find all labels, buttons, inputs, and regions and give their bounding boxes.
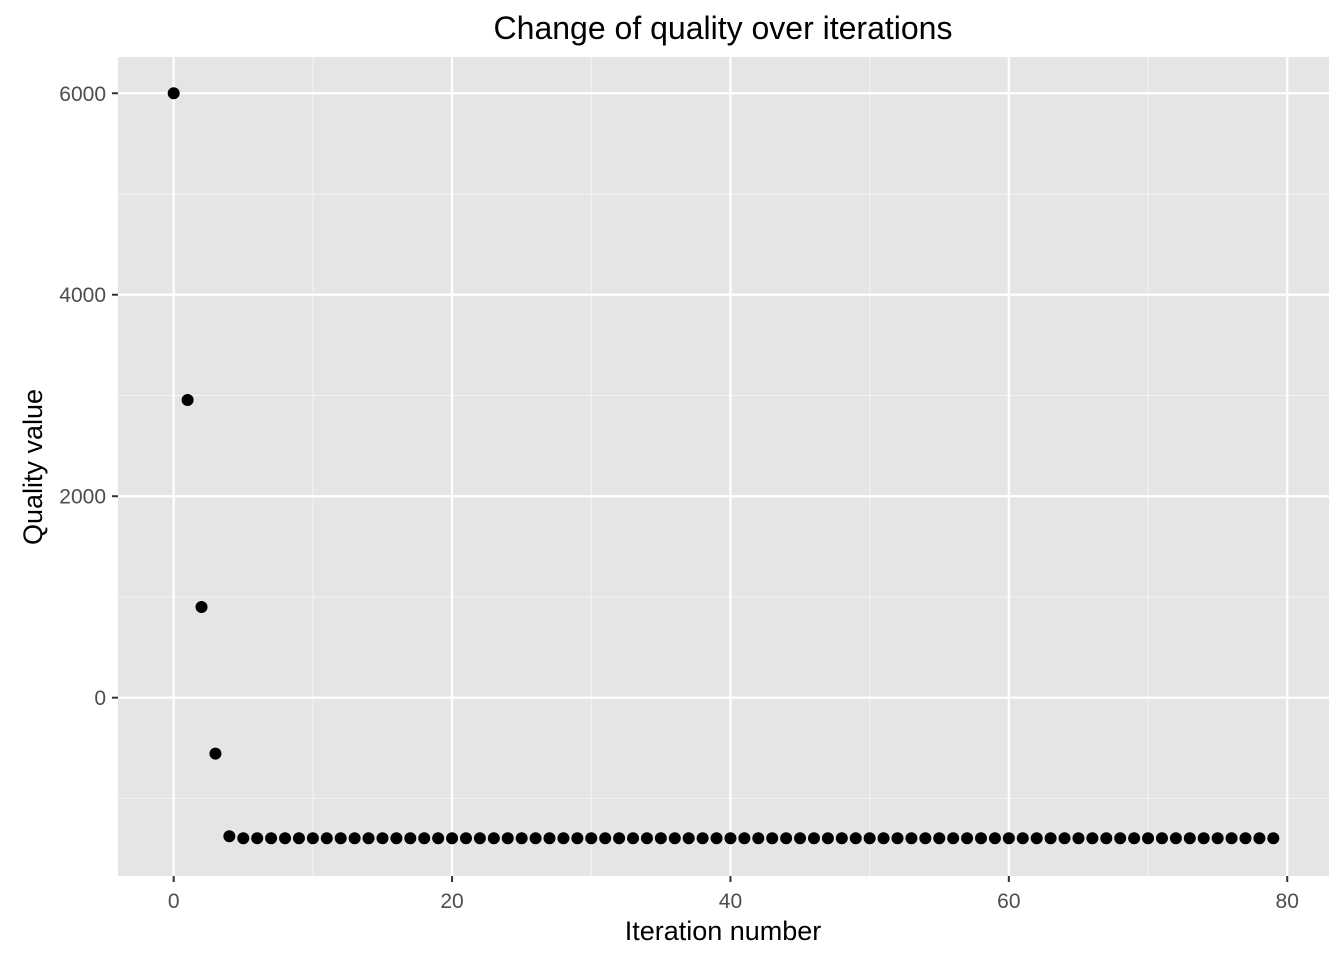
data-point: [919, 832, 932, 845]
data-point: [627, 832, 640, 845]
x-tick-label: 40: [719, 890, 742, 913]
data-point: [223, 830, 236, 843]
axes: 0 20 40 60 80 0 2000 4000 6000: [59, 83, 1299, 913]
y-tick-label: 4000: [59, 284, 106, 307]
data-point: [891, 832, 904, 845]
data-point: [1197, 832, 1210, 845]
data-point: [821, 832, 834, 845]
data-point: [237, 832, 250, 845]
data-point: [585, 832, 598, 845]
x-tick-label: 0: [168, 890, 180, 913]
data-point: [1183, 832, 1196, 845]
data-point: [501, 832, 514, 845]
data-point: [404, 832, 417, 845]
data-point: [1239, 832, 1252, 845]
y-tick-label: 6000: [59, 83, 106, 106]
data-point: [724, 832, 737, 845]
data-point: [947, 832, 960, 845]
data-point: [279, 832, 292, 845]
data-point: [738, 832, 751, 845]
data-point: [1058, 832, 1071, 845]
data-point: [752, 832, 765, 845]
data-point: [1155, 832, 1168, 845]
data-point: [766, 832, 779, 845]
data-point: [529, 832, 542, 845]
data-point: [682, 832, 695, 845]
data-point: [418, 832, 431, 845]
data-points: [167, 87, 1280, 845]
data-point: [487, 832, 500, 845]
data-point: [613, 832, 626, 845]
data-point: [571, 832, 584, 845]
data-point: [668, 832, 681, 845]
data-point: [306, 832, 319, 845]
data-point: [181, 394, 194, 407]
x-tick-label: 20: [440, 890, 463, 913]
data-point: [654, 832, 667, 845]
data-point: [446, 832, 459, 845]
plot-panel: [118, 57, 1329, 876]
x-axis-title: Iteration number: [625, 916, 822, 946]
data-point: [1211, 832, 1224, 845]
data-point: [209, 747, 222, 760]
data-point: [376, 832, 389, 845]
y-axis-title: Quality value: [18, 389, 48, 545]
data-point: [599, 832, 612, 845]
data-point: [877, 832, 890, 845]
data-point: [473, 832, 486, 845]
y-tick-label: 0: [94, 687, 106, 710]
data-point: [1253, 832, 1266, 845]
chart-title: Change of quality over iterations: [494, 10, 953, 46]
data-point: [1225, 832, 1238, 845]
data-point: [1086, 832, 1099, 845]
data-point: [1044, 832, 1057, 845]
data-point: [975, 832, 988, 845]
data-point: [251, 832, 264, 845]
data-point: [640, 832, 653, 845]
data-point: [905, 832, 918, 845]
data-point: [961, 832, 974, 845]
y-tick-label: 2000: [59, 486, 106, 509]
data-point: [1002, 832, 1015, 845]
data-point: [195, 601, 208, 614]
data-point: [1100, 832, 1113, 845]
data-point: [696, 832, 709, 845]
data-point: [1128, 832, 1141, 845]
data-point: [362, 832, 375, 845]
data-point: [1030, 832, 1043, 845]
data-point: [543, 832, 556, 845]
data-point: [320, 832, 333, 845]
data-point: [557, 832, 570, 845]
data-point: [292, 832, 305, 845]
data-point: [863, 832, 876, 845]
data-point: [835, 832, 848, 845]
data-point: [459, 832, 472, 845]
data-point: [265, 832, 278, 845]
data-point: [167, 87, 180, 100]
gridlines: [118, 57, 1329, 876]
data-point: [348, 832, 361, 845]
data-point: [780, 832, 793, 845]
x-tick-label: 60: [997, 890, 1020, 913]
data-point: [794, 832, 807, 845]
data-point: [849, 832, 862, 845]
data-point: [1267, 832, 1280, 845]
data-point: [334, 832, 347, 845]
x-tick-label: 80: [1276, 890, 1299, 913]
data-point: [1114, 832, 1127, 845]
data-point: [1016, 832, 1029, 845]
data-point: [710, 832, 723, 845]
data-point: [933, 832, 946, 845]
data-point: [988, 832, 1001, 845]
data-point: [807, 832, 820, 845]
data-point: [1072, 832, 1085, 845]
data-point: [1142, 832, 1155, 845]
data-point: [390, 832, 403, 845]
data-point: [515, 832, 528, 845]
data-point: [1169, 832, 1182, 845]
data-point: [432, 832, 445, 845]
